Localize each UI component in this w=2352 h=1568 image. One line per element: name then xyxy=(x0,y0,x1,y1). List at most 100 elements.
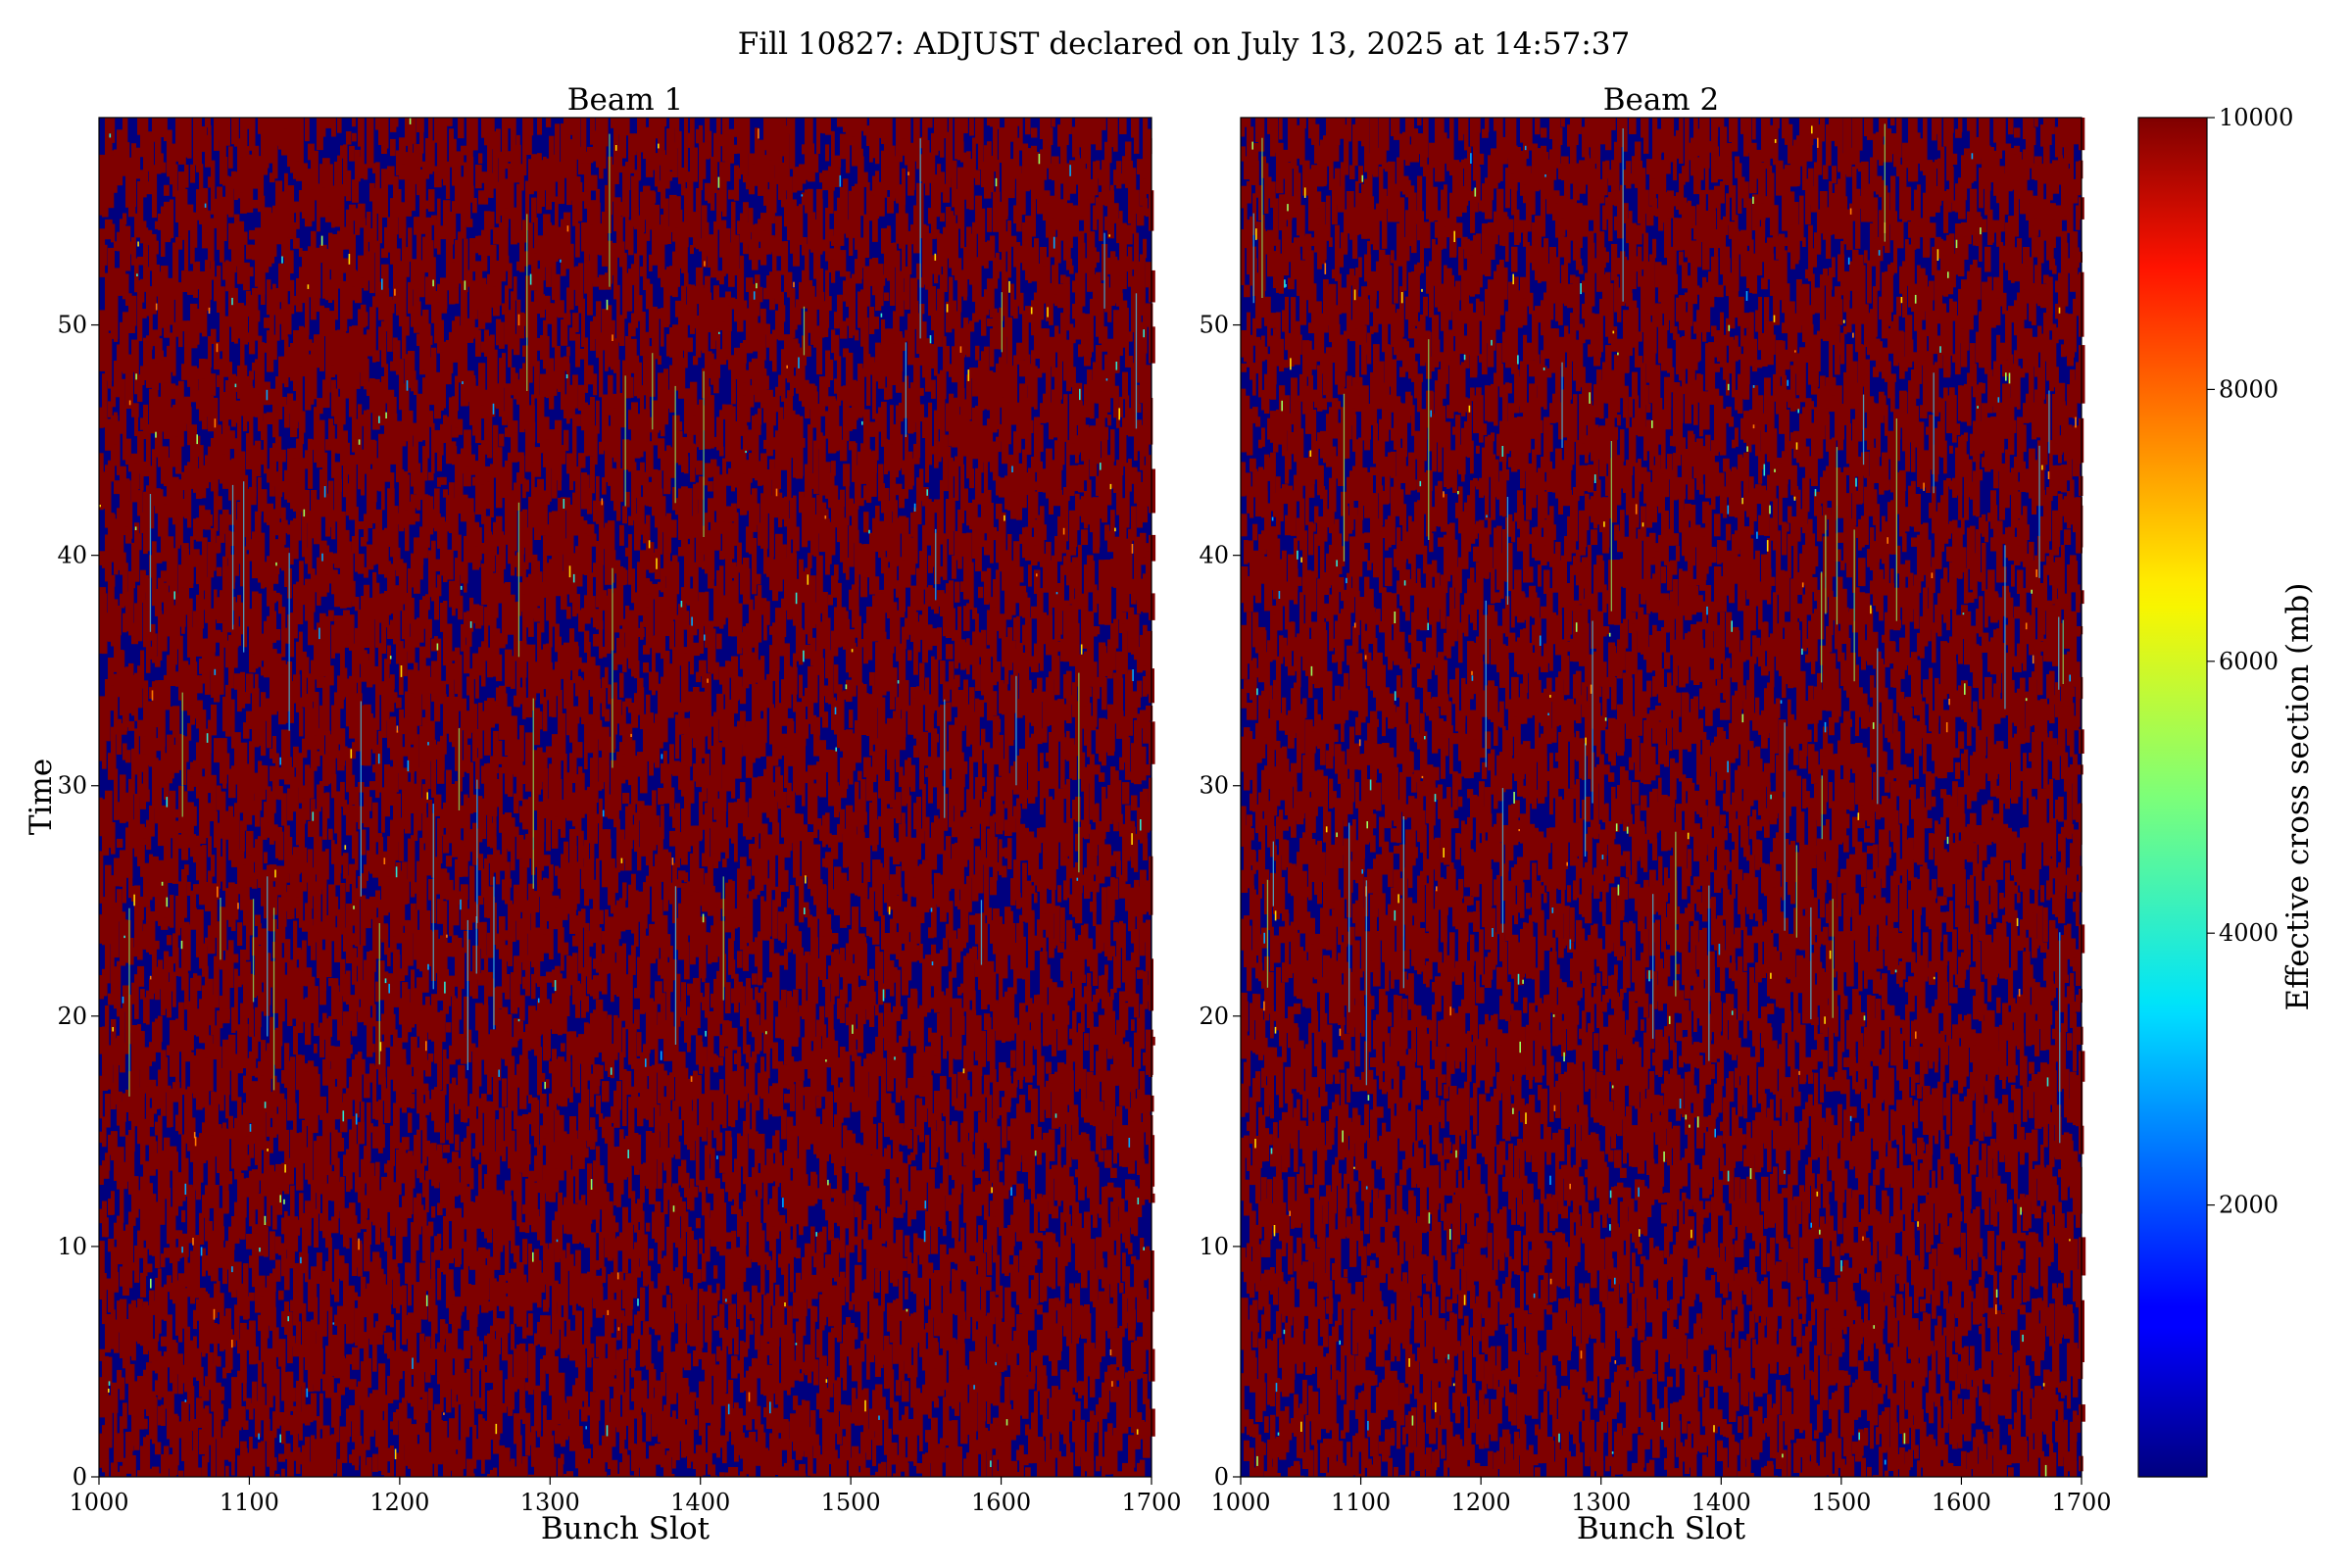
heatmap-cell xyxy=(543,768,549,818)
heatmap-cell xyxy=(666,267,670,325)
heatmap-cell xyxy=(343,746,348,761)
heatmap-cell xyxy=(108,377,113,389)
heatmap-cell xyxy=(502,534,507,569)
heatmap-cell xyxy=(372,1004,376,1027)
heatmap-cell xyxy=(587,523,595,536)
heatmap-cell xyxy=(519,455,525,484)
heatmap-cell xyxy=(272,590,276,604)
heatmap-cell xyxy=(125,799,130,809)
heatmap-cell xyxy=(416,301,421,319)
heatmap-cell xyxy=(687,881,694,936)
heatmap-cell xyxy=(446,1122,451,1141)
heatmap-cell xyxy=(390,1340,395,1400)
heatmap-cell xyxy=(272,118,278,179)
heatmap-cell xyxy=(731,425,735,492)
heatmap-cell xyxy=(240,1322,247,1384)
heatmap-cell xyxy=(622,1280,627,1309)
heatmap-cell xyxy=(508,1461,513,1477)
heatmap-cell xyxy=(296,1446,301,1474)
heatmap-cell xyxy=(613,338,619,373)
heatmap-cell xyxy=(487,762,491,777)
heatmap-cell xyxy=(502,1403,508,1413)
heatmap-cell xyxy=(628,1284,634,1309)
heatmap-cell xyxy=(572,374,578,409)
heatmap-cell xyxy=(381,118,387,154)
heatmap-cell xyxy=(122,1161,128,1190)
heatmap-cell xyxy=(237,1339,241,1354)
heatmap-cell xyxy=(299,1345,304,1387)
heatmap-cell xyxy=(616,118,621,135)
heatmap-cell xyxy=(710,364,715,385)
heatmap-cell xyxy=(308,246,316,298)
heatmap-cell xyxy=(640,191,646,232)
heatmap-cell xyxy=(775,822,780,856)
heatmap-cell xyxy=(640,1163,645,1203)
heatmap-cell xyxy=(643,126,650,160)
heatmap-cell xyxy=(581,1406,588,1422)
heatmap-cell xyxy=(411,1323,417,1375)
heatmap-cell xyxy=(405,691,412,755)
heatmap-cell xyxy=(369,818,376,874)
heatmap-cell xyxy=(760,718,766,757)
heatmap-cell xyxy=(658,224,665,278)
heatmap-cell xyxy=(613,1473,620,1477)
heatmap-cell xyxy=(134,728,139,775)
heatmap-cell xyxy=(519,312,524,339)
heatmap-cell xyxy=(178,380,184,447)
heatmap-cell xyxy=(187,1001,194,1051)
heatmap-cell xyxy=(472,377,476,436)
heatmap-cell xyxy=(496,1015,502,1081)
heatmap-cell xyxy=(722,521,729,560)
heatmap-cell xyxy=(222,1122,227,1138)
heatmap-cell xyxy=(684,1278,690,1304)
heatmap-cell xyxy=(478,190,486,205)
heatmap-cell xyxy=(758,408,762,425)
heatmap-cell xyxy=(775,1211,780,1240)
heatmap-cell xyxy=(687,1287,691,1346)
heatmap-cell xyxy=(672,594,677,620)
heatmap-cell xyxy=(702,1190,707,1216)
heatmap-cell xyxy=(322,676,330,736)
heatmap-cell xyxy=(284,825,290,883)
heatmap-cell xyxy=(684,516,689,534)
heatmap-cell xyxy=(693,891,701,957)
heatmap-cell xyxy=(516,552,524,577)
heatmap-cell xyxy=(261,1040,267,1076)
heatmap-cell xyxy=(734,421,741,488)
heatmap-cell xyxy=(384,118,389,149)
heatmap-cell xyxy=(222,620,228,648)
heatmap-cell xyxy=(628,376,634,398)
heatmap-cell xyxy=(687,337,693,353)
heatmap-cell xyxy=(346,1045,353,1054)
heatmap-cell xyxy=(702,666,707,688)
heatmap-cell xyxy=(587,956,592,995)
heatmap-cell xyxy=(284,663,288,723)
heatmap-cell xyxy=(637,801,645,821)
heatmap-cell xyxy=(367,1017,373,1057)
heatmap-cell xyxy=(575,706,580,724)
heatmap-cell xyxy=(131,237,136,266)
heatmap-cell xyxy=(469,284,475,339)
heatmap-cell xyxy=(772,177,777,214)
heatmap-cell xyxy=(502,1078,508,1107)
heatmap-cell xyxy=(481,921,487,959)
heatmap-cell xyxy=(758,931,763,986)
heatmap-cell xyxy=(267,503,273,525)
heatmap-cell xyxy=(646,1131,653,1189)
heatmap-cell xyxy=(472,521,479,570)
heatmap-cell xyxy=(243,623,248,648)
heatmap-cell xyxy=(367,597,373,621)
heatmap-cell xyxy=(399,559,404,612)
heatmap-cell xyxy=(302,327,310,377)
heatmap-cell xyxy=(414,1048,419,1089)
heatmap-cell xyxy=(705,1202,710,1262)
heatmap-cell xyxy=(522,363,530,429)
heatmap-cell xyxy=(696,513,703,566)
heatmap-cell xyxy=(231,1270,237,1298)
heatmap-cell xyxy=(443,166,448,186)
heatmap-cell xyxy=(666,171,673,181)
heatmap-cell xyxy=(578,516,584,565)
heatmap-cell xyxy=(752,942,757,955)
heatmap-cell xyxy=(220,590,226,621)
heatmap-cell xyxy=(713,521,721,551)
